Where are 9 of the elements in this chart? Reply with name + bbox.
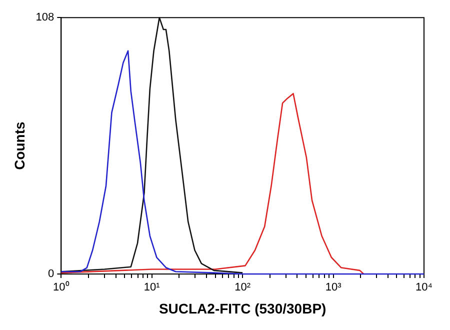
x-tick-label: 10⁰ bbox=[53, 280, 70, 294]
x-tick-label: 10⁴ bbox=[416, 282, 433, 294]
x-tick-label: 10¹ bbox=[144, 282, 160, 294]
x-tick-label: 10³ bbox=[325, 282, 342, 294]
y-axis-title: Counts bbox=[11, 121, 28, 170]
x-axis-title: SUCLA2-FITC (530/30BP) bbox=[158, 300, 326, 316]
x-tick-label: 10² bbox=[234, 282, 251, 294]
y-tick-label: 0 bbox=[48, 268, 54, 280]
y-tick-label: 108 bbox=[36, 12, 54, 24]
